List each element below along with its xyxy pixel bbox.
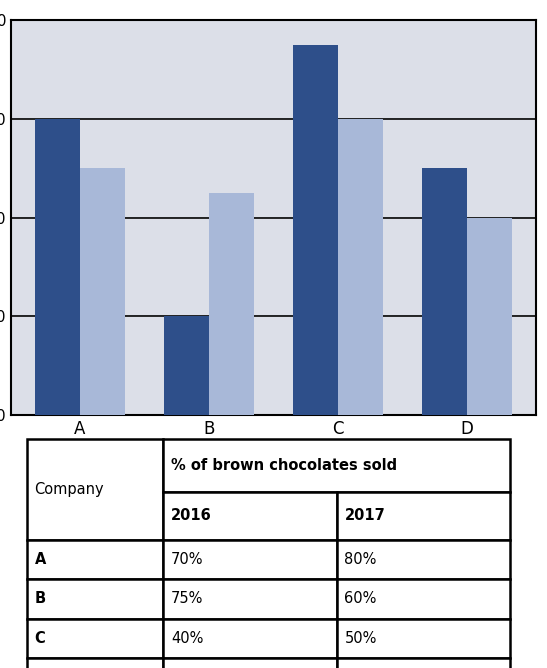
Bar: [336, 579, 510, 619]
Bar: [338, 119, 383, 415]
Legend: 2016, 2017: 2016, 2017: [197, 439, 350, 463]
Text: B: B: [34, 591, 46, 607]
Bar: [467, 218, 512, 415]
Bar: [35, 119, 80, 415]
Text: 60%: 60%: [345, 591, 377, 607]
Bar: [336, 619, 510, 658]
Text: 2016: 2016: [171, 508, 212, 523]
Text: 80%: 80%: [345, 552, 377, 567]
Bar: [80, 168, 125, 415]
Text: 70%: 70%: [171, 552, 203, 567]
Bar: [336, 492, 510, 540]
Bar: [27, 439, 163, 540]
Text: 2017: 2017: [345, 508, 385, 523]
Bar: [27, 658, 163, 668]
Text: 50%: 50%: [345, 631, 377, 646]
Text: C: C: [34, 631, 45, 646]
Bar: [163, 579, 336, 619]
Bar: [163, 492, 336, 540]
Bar: [209, 193, 254, 415]
Bar: [422, 168, 467, 415]
Text: Company: Company: [34, 482, 104, 497]
Bar: [27, 579, 163, 619]
Bar: [163, 439, 510, 492]
Bar: [27, 619, 163, 658]
Bar: [27, 540, 163, 579]
Bar: [163, 658, 336, 668]
Text: 40%: 40%: [171, 631, 203, 646]
Bar: [336, 658, 510, 668]
Bar: [293, 45, 338, 415]
Text: 75%: 75%: [171, 591, 203, 607]
Bar: [336, 540, 510, 579]
Text: % of brown chocolates sold: % of brown chocolates sold: [171, 458, 397, 473]
Bar: [163, 619, 336, 658]
Bar: [164, 317, 209, 415]
Text: A: A: [34, 552, 46, 567]
Bar: [163, 540, 336, 579]
